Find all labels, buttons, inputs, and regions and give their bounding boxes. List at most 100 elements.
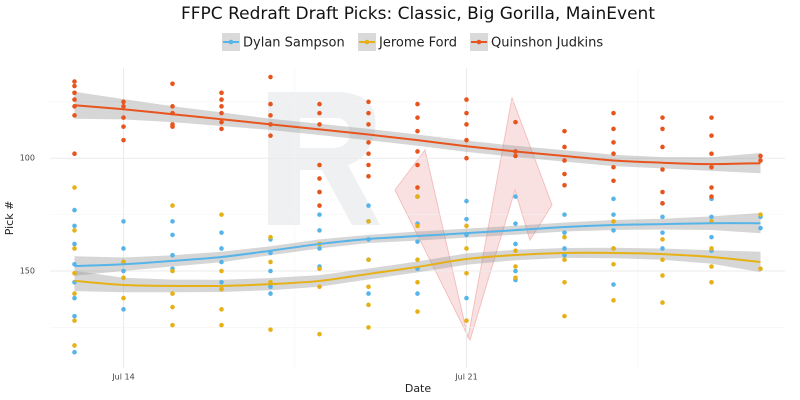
- point: [72, 343, 77, 348]
- point: [513, 194, 518, 199]
- point: [317, 331, 322, 337]
- point: [170, 268, 175, 274]
- point: [219, 259, 224, 265]
- legend: Dylan Sampson Jerome Ford Quinshon Judkins: [222, 33, 603, 51]
- point: [366, 257, 371, 263]
- point: [317, 110, 322, 116]
- point: [513, 275, 518, 281]
- point: [219, 322, 224, 328]
- point: [464, 137, 469, 143]
- trend-lines: [74, 104, 761, 288]
- point: [513, 221, 518, 226]
- point: [72, 313, 77, 319]
- point: [758, 266, 763, 272]
- point: [268, 113, 273, 118]
- point: [562, 246, 567, 251]
- point: [72, 113, 77, 118]
- point: [660, 300, 665, 305]
- point: [219, 126, 224, 132]
- point: [268, 74, 273, 80]
- point: [611, 212, 616, 217]
- point: [660, 115, 665, 120]
- point: [170, 104, 175, 109]
- point: [72, 270, 77, 276]
- confidence-band: [74, 91, 761, 174]
- point: [562, 128, 567, 134]
- point: [72, 228, 77, 233]
- point: [72, 207, 77, 213]
- point: [366, 140, 371, 145]
- point: [464, 318, 469, 323]
- point: [72, 151, 77, 157]
- point: [219, 307, 224, 312]
- point: [219, 268, 224, 274]
- point: [366, 325, 371, 330]
- point: [660, 201, 665, 206]
- point: [268, 291, 273, 296]
- point: [317, 284, 322, 290]
- point: [464, 110, 469, 116]
- point: [72, 223, 77, 229]
- point: [415, 194, 420, 199]
- point: [415, 309, 420, 314]
- point: [611, 126, 616, 132]
- trend-line: [74, 251, 761, 288]
- point: [268, 284, 273, 290]
- point: [660, 230, 665, 235]
- trend-line: [74, 222, 761, 268]
- point: [464, 295, 469, 301]
- point: [121, 259, 126, 265]
- point: [611, 140, 616, 145]
- point: [72, 318, 77, 323]
- point: [758, 212, 763, 217]
- legend-dot: [476, 39, 482, 45]
- point: [513, 241, 518, 247]
- point: [72, 97, 77, 102]
- point: [170, 232, 175, 238]
- point: [317, 189, 322, 195]
- point: [268, 268, 273, 274]
- point: [415, 239, 420, 244]
- point: [72, 90, 77, 96]
- point: [562, 313, 567, 319]
- point: [170, 219, 175, 224]
- point: [72, 241, 77, 247]
- point: [219, 90, 224, 96]
- point: [513, 248, 518, 254]
- point: [660, 246, 665, 251]
- point: [366, 99, 371, 105]
- point: [170, 81, 175, 87]
- point: [660, 189, 665, 195]
- y-axis-label: Pick #: [3, 201, 16, 236]
- point: [170, 124, 175, 129]
- point: [758, 153, 763, 159]
- point: [317, 212, 322, 217]
- point: [317, 122, 322, 127]
- point: [317, 246, 322, 251]
- point: [268, 327, 273, 332]
- axes: 100 150 Jul 14 Jul 21: [20, 154, 478, 382]
- point: [611, 164, 616, 170]
- point: [268, 234, 273, 240]
- point: [415, 185, 420, 190]
- point: [660, 126, 665, 132]
- point: [611, 178, 616, 184]
- point: [611, 151, 616, 157]
- legend-label: Jerome Ford: [378, 36, 457, 51]
- point: [709, 234, 714, 240]
- point: [660, 144, 665, 150]
- point: [562, 182, 567, 188]
- point: [709, 151, 714, 157]
- point: [72, 79, 77, 84]
- point: [121, 104, 126, 109]
- point: [611, 196, 616, 202]
- point: [611, 246, 616, 251]
- point: [219, 286, 224, 292]
- point: [513, 153, 518, 159]
- point: [611, 261, 616, 267]
- point: [758, 225, 763, 231]
- point: [415, 279, 420, 285]
- legend-dot: [228, 39, 234, 45]
- y-tick-label: 100: [20, 154, 35, 163]
- point: [72, 349, 77, 355]
